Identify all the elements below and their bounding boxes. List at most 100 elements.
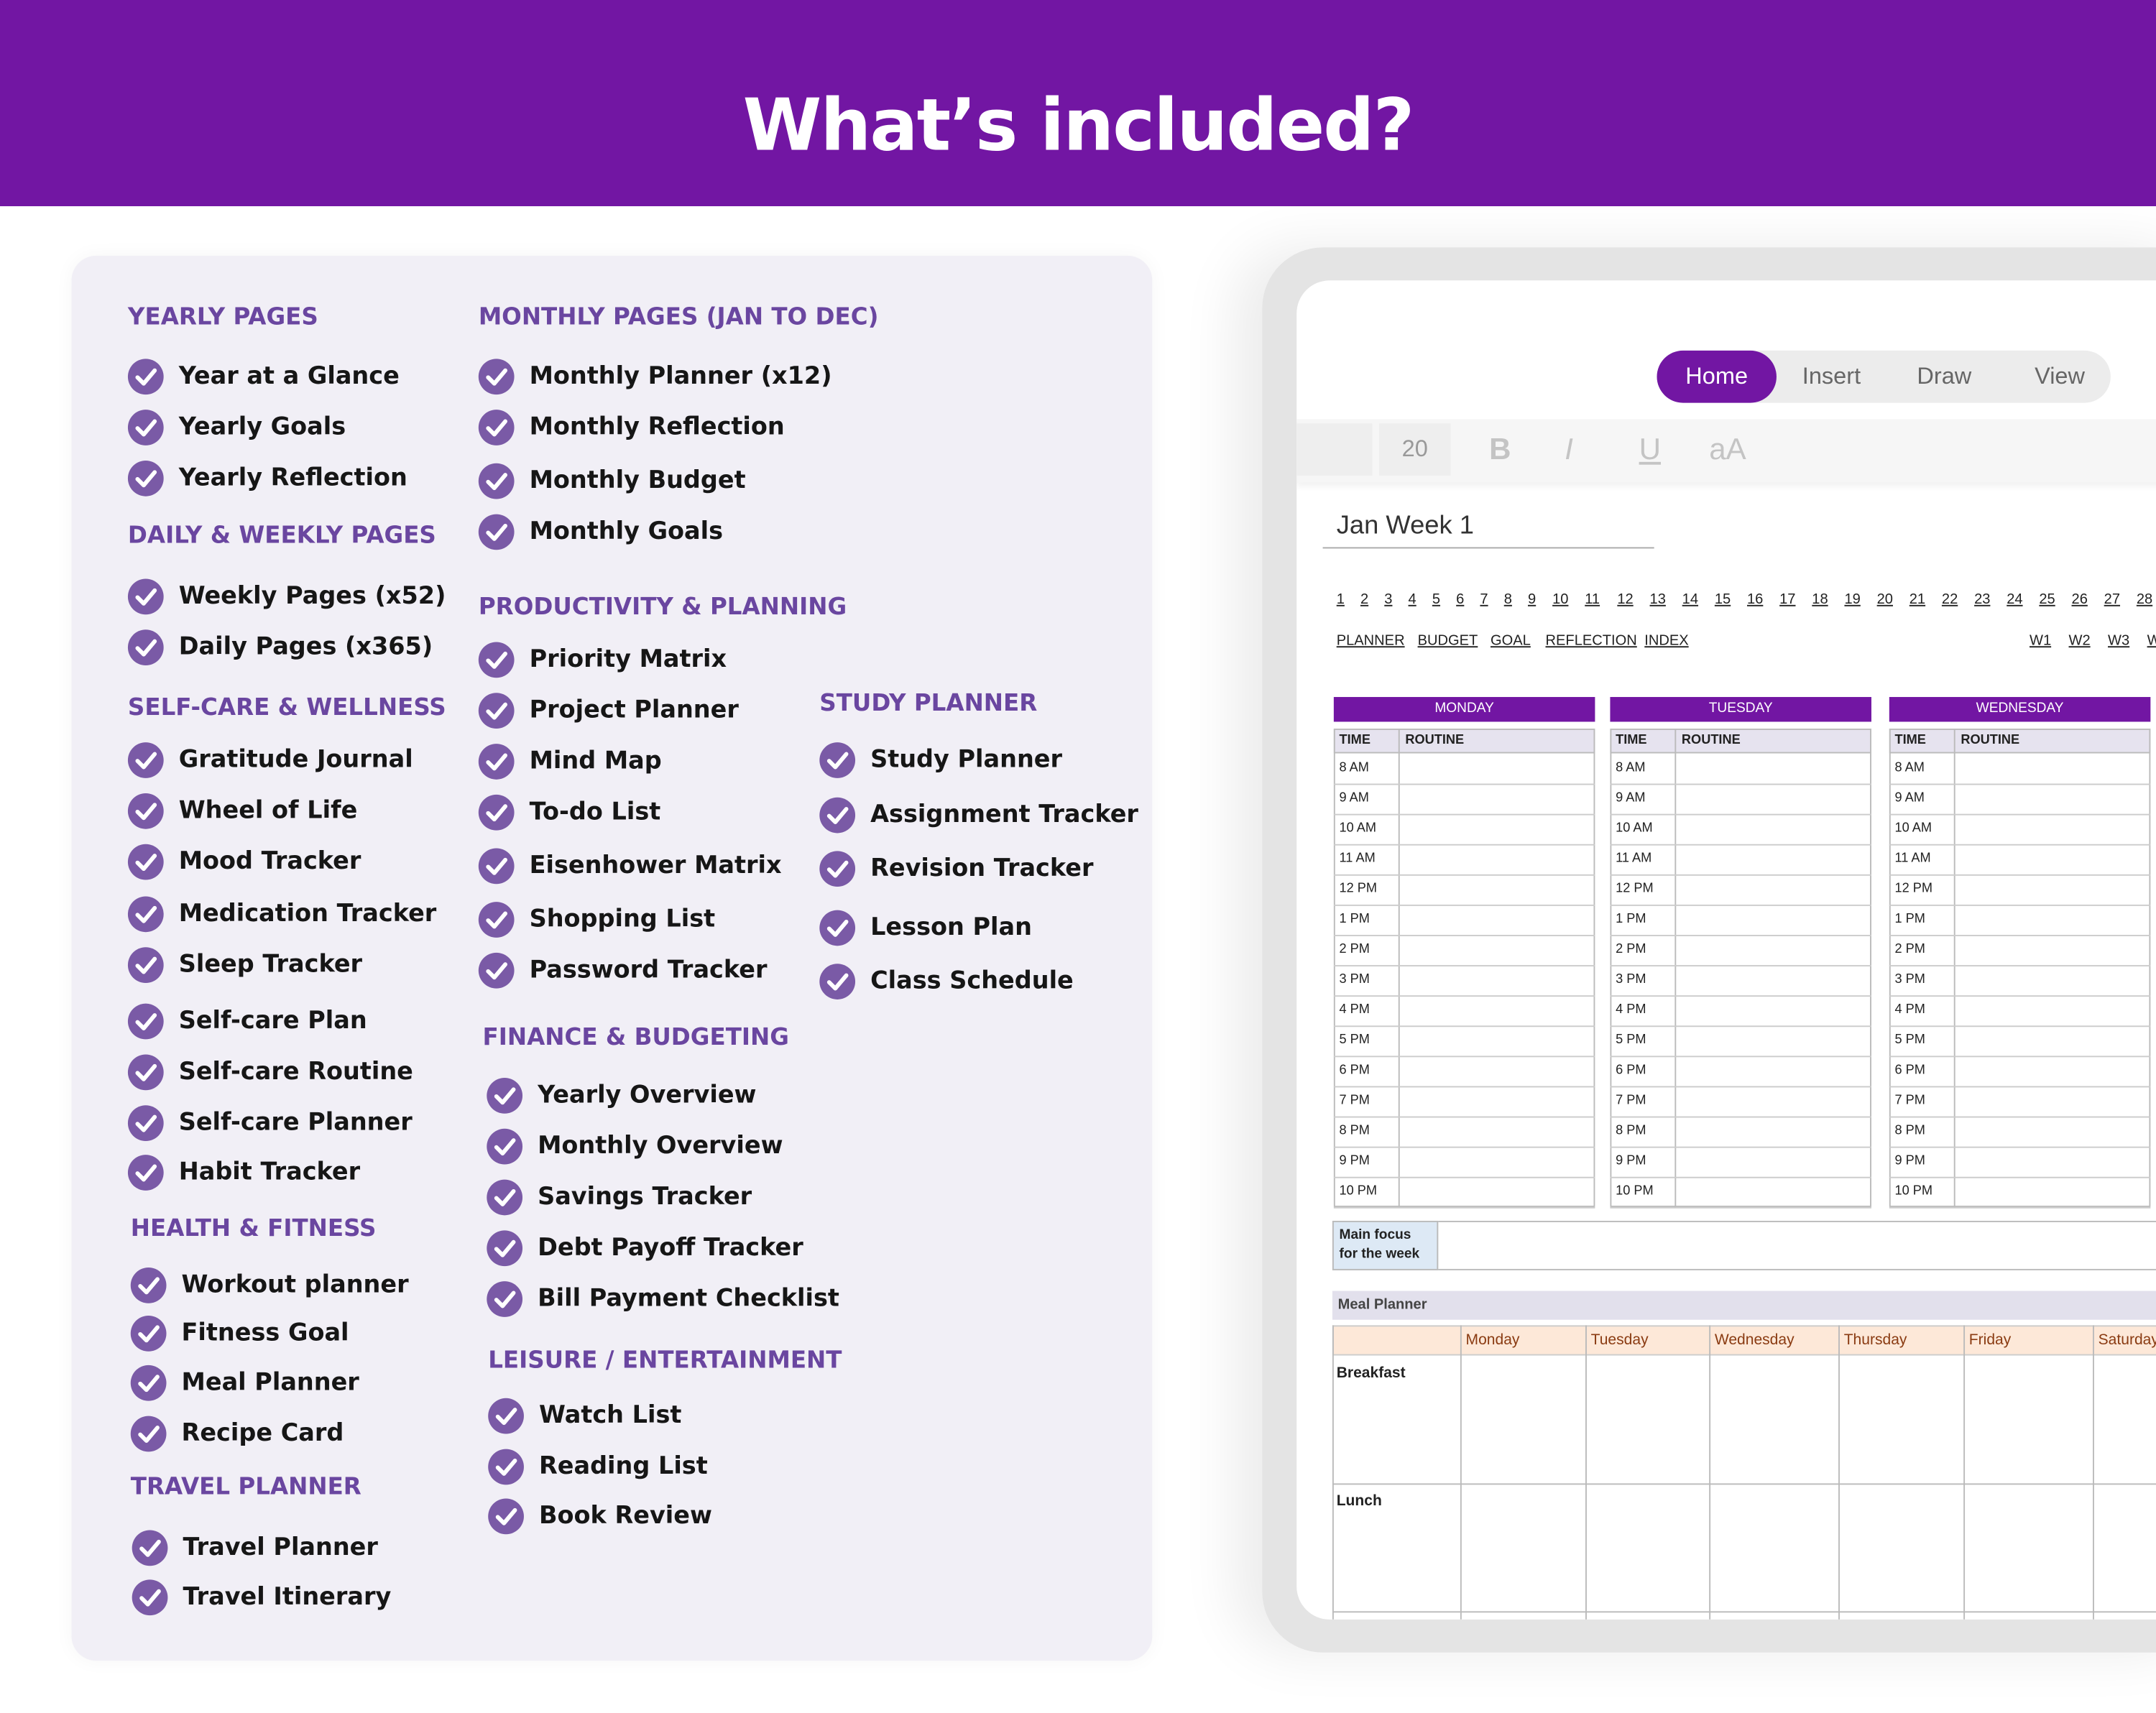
time-cell: 12 PM [1616,881,1654,897]
day-link[interactable]: 11 [1585,591,1600,608]
week-link[interactable]: W1 [2029,632,2052,650]
check-circle [487,1281,523,1317]
day-link[interactable]: 25 [2039,591,2055,608]
day-link[interactable]: 2 [1360,591,1369,608]
check-circle [478,359,515,395]
schedule-table [1610,729,1871,1207]
check-circle [127,1105,164,1142]
check-circle [819,910,856,946]
feature-item: Meal Planner [181,1369,359,1397]
day-link[interactable]: 17 [1779,591,1796,608]
day-link[interactable]: 8 [1503,591,1512,608]
check-circle [819,851,856,887]
day-link[interactable]: 28 [2136,591,2153,608]
day-link[interactable]: 21 [1909,591,1926,608]
check-icon [132,1530,168,1566]
day-link[interactable]: 16 [1746,591,1764,608]
nav-link[interactable]: GOAL [1490,632,1531,650]
day-link[interactable]: 13 [1649,591,1666,608]
day-link[interactable]: 18 [1812,591,1828,608]
nav-link[interactable]: PLANNER [1336,632,1405,650]
time-cell: 5 PM [1616,1032,1646,1048]
check-circle [130,1365,167,1401]
toolbar-icon[interactable]: I [1565,431,1574,466]
time-cell: 11 AM [1894,851,1931,867]
day-link[interactable]: 23 [1974,591,1991,608]
time-cell: 9 PM [1339,1153,1370,1169]
check-circle [478,794,515,831]
col-divider [1398,729,1400,1207]
check-icon [487,1078,523,1114]
meal-day: Monday [1465,1331,1520,1349]
nav-link[interactable]: INDEX [1644,632,1689,650]
check-circle [127,793,164,829]
nav-link[interactable]: BUDGET [1417,632,1478,650]
feature-item: Self-care Plan [178,1007,367,1035]
toolbar-icon[interactable]: B [1489,431,1511,466]
day-link[interactable]: 1 [1336,591,1345,608]
ribbon-tab[interactable]: Home [1657,350,1777,403]
check-circle [127,1003,164,1040]
section-title: TRAVEL PLANNER [130,1474,361,1502]
day-link[interactable]: 7 [1480,591,1488,608]
check-circle [127,460,164,497]
day-link[interactable]: 22 [1941,591,1958,608]
row-line [1889,1116,2151,1118]
check-mark [138,1277,160,1295]
feature-item: Weekly Pages (x52) [178,583,446,611]
check-circle [478,744,515,780]
day-link[interactable]: 20 [1876,591,1893,608]
check-mark [494,1087,516,1105]
time-cell: 2 PM [1339,941,1370,957]
row-line [1889,1146,2151,1148]
col-header [1889,729,2151,754]
meal-day: Saturday [2098,1331,2156,1349]
day-link[interactable]: 19 [1844,591,1861,608]
check-icon [130,1365,167,1401]
day-link[interactable]: 12 [1617,591,1634,608]
time-cell: 6 PM [1339,1062,1370,1079]
feature-item: Shopping List [529,905,716,934]
feature-item: Savings Tracker [538,1183,752,1211]
time-cell: 4 PM [1616,1002,1646,1017]
focus-label: Main focus for the week [1332,1220,1439,1270]
ribbon-tab[interactable]: Insert [1802,363,1861,389]
day-header: MONDAY [1333,697,1595,722]
day-link[interactable]: 14 [1682,591,1699,608]
check-icon [127,1155,164,1191]
day-link[interactable]: 27 [2104,591,2121,608]
check-mark [135,588,157,606]
feature-item: Project Planner [529,697,739,725]
week-link[interactable]: W3 [2108,632,2130,650]
row-line [1333,1086,1595,1088]
check-icon [130,1268,167,1303]
time-cell: 11 AM [1616,851,1652,867]
day-link[interactable]: 3 [1384,591,1393,608]
week-link[interactable]: W4 [2147,631,2156,650]
row-line [1610,783,1871,785]
nav-link[interactable]: REFLECTION [1545,632,1637,650]
ribbon-tab[interactable]: View [2035,363,2086,389]
day-link[interactable]: 10 [1552,591,1569,608]
day-link[interactable]: 26 [2071,591,2088,608]
check-circle [478,952,515,989]
check-mark [494,1290,516,1308]
week-link[interactable]: W2 [2068,632,2091,650]
font-size[interactable]: 20 [1379,423,1451,476]
row-line [1889,783,2151,785]
day-link[interactable]: 4 [1408,591,1416,608]
feature-item: Fitness Goal [181,1319,349,1348]
check-icon [478,693,515,729]
toolbar-icon[interactable]: U [1639,431,1662,466]
toolbar-icon[interactable]: aA [1709,431,1746,466]
day-link[interactable]: 6 [1456,591,1465,608]
check-mark [826,752,849,770]
day-link[interactable]: 15 [1714,591,1731,608]
day-link[interactable]: 9 [1528,591,1537,608]
ribbon-tab[interactable]: Draw [1917,363,1972,389]
day-link[interactable]: 5 [1432,591,1441,608]
check-circle [127,1054,164,1091]
day-link[interactable]: 24 [2007,591,2023,608]
row-line [1333,1206,1595,1209]
